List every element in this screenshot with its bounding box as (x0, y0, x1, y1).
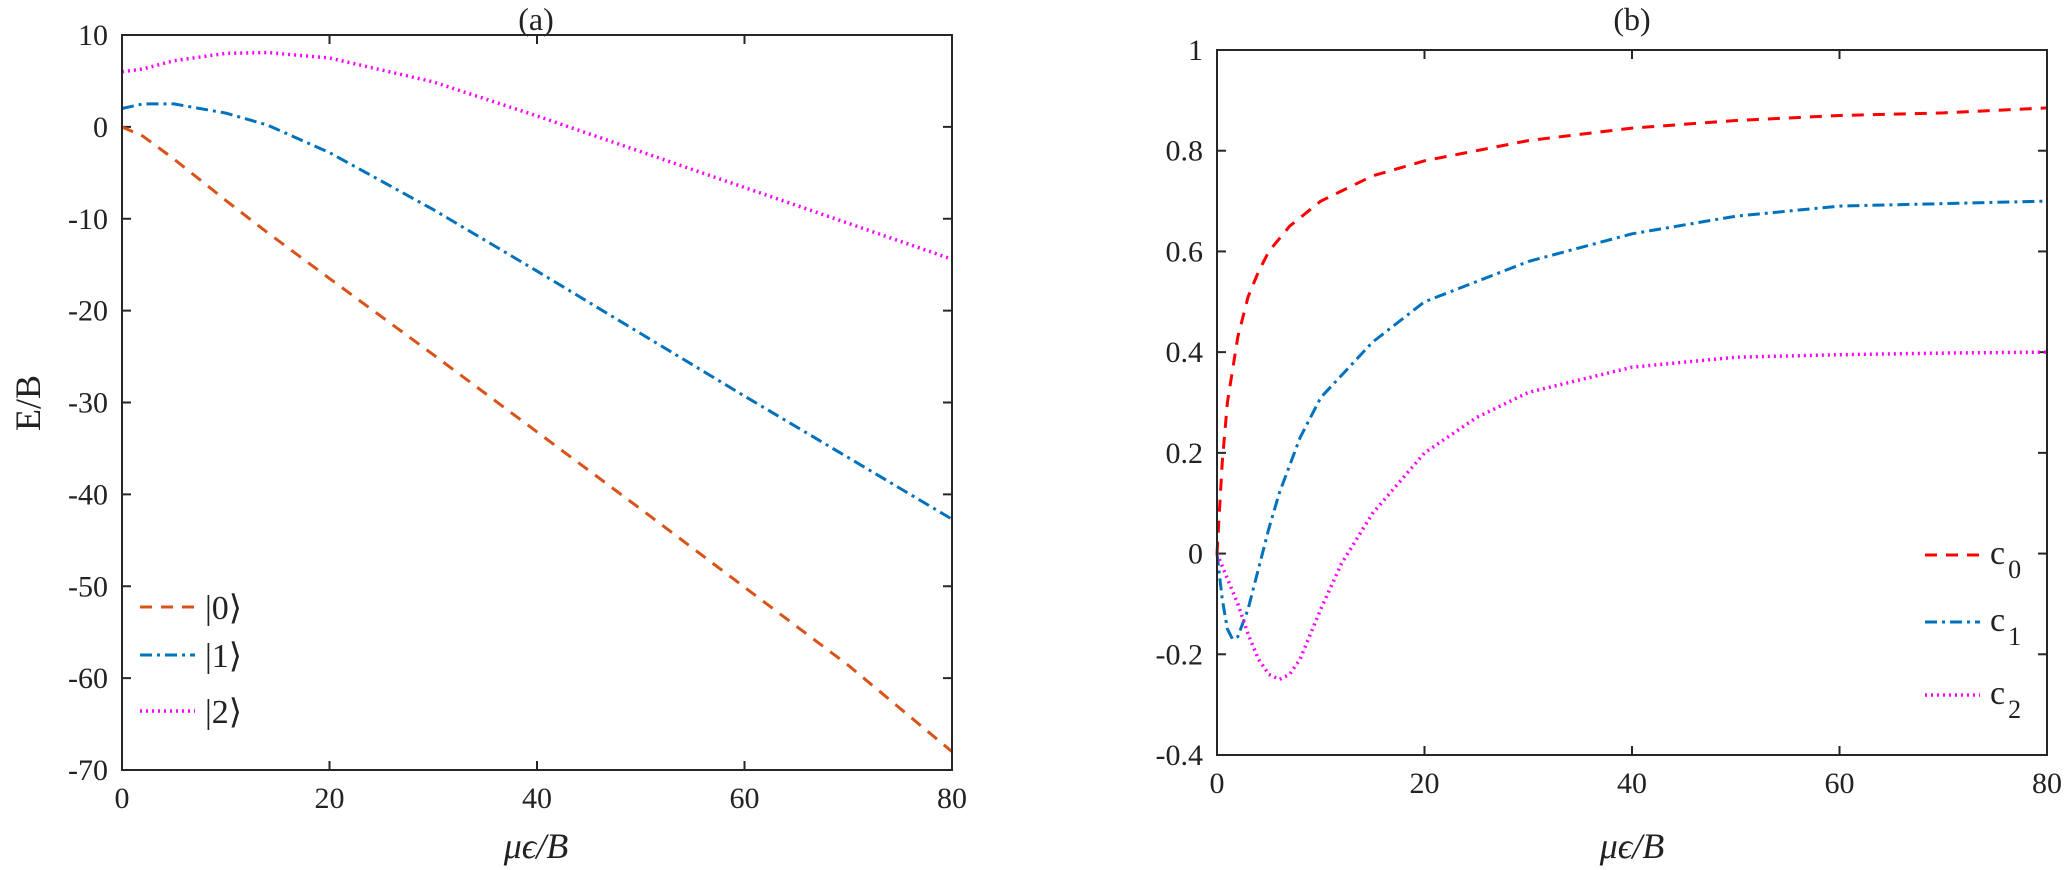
legend-c2-sub: 2 (2008, 695, 2021, 724)
panel-b-axes-box (1216, 49, 2048, 756)
legend-label-2: |2⟩ (205, 694, 242, 731)
legend-label-1: |1⟩ (205, 638, 242, 675)
y-tick-label: -70 (68, 754, 108, 787)
x-tick-label: 40 (522, 782, 552, 815)
panel-a-axes-box (121, 34, 953, 771)
x-tick-label: 60 (730, 782, 760, 815)
y-tick-label: -60 (68, 662, 108, 695)
y-tick-label: -30 (68, 387, 108, 420)
x-tick-label: 60 (1825, 767, 1855, 800)
panel-a-y-axis-title: E/B (8, 375, 48, 431)
y-tick-label: 0.2 (1166, 437, 1204, 470)
y-tick-label: -20 (68, 295, 108, 328)
y-tick-label: -40 (68, 478, 108, 511)
series-line-0 (121, 125, 953, 753)
legend-c0-base: c (1990, 535, 2005, 572)
y-tick-label: 0.4 (1166, 336, 1204, 369)
series-line-1 (121, 102, 953, 521)
y-tick-label: -0.4 (1156, 739, 1204, 772)
series-line-c0 (1215, 106, 2048, 554)
panel-a-legend: |0⟩ |1⟩ |2⟩ (140, 590, 242, 731)
panel-b-title: (b) (1613, 1, 1650, 37)
x-tick-label: 20 (315, 782, 345, 815)
series-line-c1 (1215, 199, 2048, 641)
panel-a-title: (a) (518, 1, 554, 37)
y-tick-label: -0.2 (1156, 638, 1204, 671)
y-tick-label: 0 (1188, 538, 1203, 571)
series-line-2 (121, 50, 953, 261)
x-tick-label: 0 (115, 782, 130, 815)
panel-b: (b) μϵ/B 0 20 40 60 8010.80.60.40.20-0.2-0.4… (1156, 1, 2063, 866)
legend-c1-sub: 1 (2008, 622, 2021, 651)
x-tick-label: 0 (1210, 767, 1225, 800)
x-tick-label: 80 (2032, 767, 2062, 800)
panel-a-series (121, 50, 953, 753)
legend-c0-sub: 0 (2008, 555, 2021, 584)
y-tick-label: 0 (93, 111, 108, 144)
y-tick-label: 1 (1188, 34, 1203, 67)
y-tick-label: 0.6 (1166, 235, 1204, 268)
y-tick-label: -10 (68, 203, 108, 236)
legend-item: |1⟩ (140, 638, 242, 675)
legend-item: |0⟩ (140, 590, 242, 627)
legend-c1-base: c (1990, 602, 2005, 639)
legend-item: |2⟩ (140, 694, 242, 731)
panel-a-x-axis-title: μϵ/B (503, 826, 569, 866)
legend-label-0: |0⟩ (205, 590, 242, 627)
x-tick-label: 80 (937, 782, 967, 815)
y-tick-label: -50 (68, 570, 108, 603)
x-tick-label: 40 (1617, 767, 1647, 800)
y-tick-label: 10 (78, 19, 108, 52)
x-tick-label: 20 (1410, 767, 1440, 800)
panel-b-x-axis-title: μϵ/B (1599, 826, 1665, 866)
series-line-c2 (1215, 350, 2048, 682)
legend-c2-base: c (1990, 675, 2005, 712)
y-tick-label: 0.8 (1166, 135, 1204, 168)
panel-b-series (1215, 106, 2048, 682)
panel-a: (a) E/B μϵ/B 0 20 40 60 80100-10-20-30-40-50… (8, 1, 967, 866)
